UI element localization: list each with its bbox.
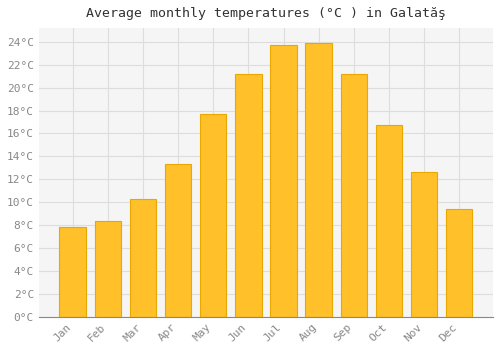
Bar [306,43,332,317]
Bar [60,228,86,317]
Bar [446,209,472,317]
Bar [200,114,226,317]
Bar [235,74,262,317]
Bar [340,74,367,317]
Title: Average monthly temperatures (°C ) in Galatăş: Average monthly temperatures (°C ) in Ga… [86,7,446,20]
Bar [94,220,121,317]
Bar [376,125,402,317]
Bar [130,199,156,317]
Bar [270,45,296,317]
Bar [165,164,191,317]
Bar [411,173,438,317]
